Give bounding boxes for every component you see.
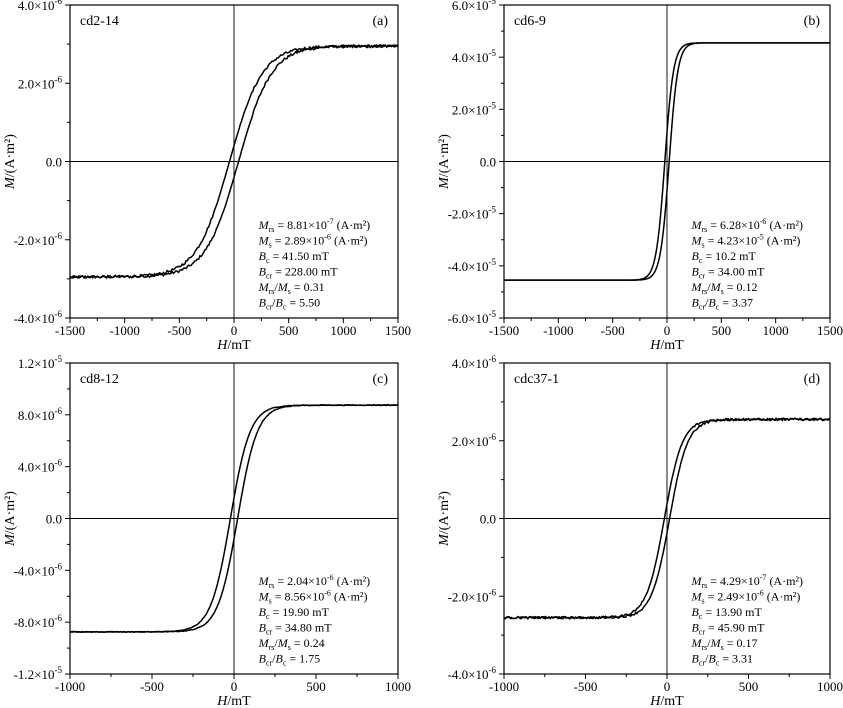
parameter-annotation: Bcr/Bc = 5.50: [259, 296, 321, 312]
panel-label: (d): [804, 372, 821, 387]
loop-branch-lower: [504, 417, 830, 620]
y-tick-label: -8.0×10-6: [14, 613, 63, 630]
sample-name: cd6-9: [514, 14, 546, 29]
panel-label: (a): [372, 14, 388, 29]
parameter-annotation: Bcr/Bc = 1.75: [259, 652, 321, 668]
x-tick-label: 1000: [763, 323, 789, 338]
y-tick-label: -2.0×10-6: [14, 231, 63, 248]
parameter-annotation: Bc = 41.50 mT: [259, 249, 330, 265]
parameter-annotation: Bc = 10.2 mT: [691, 249, 756, 265]
y-tick-label: -4.0×10-6: [448, 665, 497, 682]
x-tick-label: 500: [279, 323, 299, 338]
x-tick-label: 0: [231, 323, 238, 338]
parameter-annotation: Mrs/Ms = 0.31: [258, 280, 325, 296]
parameter-annotation: Ms = 2.89×10-6 (A·m²): [258, 233, 368, 250]
x-tick-label: 0: [231, 679, 238, 694]
x-tick-label: 500: [712, 323, 732, 338]
parameter-annotation: Mrs = 8.81×10-7 (A·m²): [258, 217, 371, 234]
x-tick-label: 500: [739, 679, 759, 694]
y-tick-label: 0.0: [46, 155, 62, 170]
y-tick-label: 0.0: [480, 155, 496, 170]
y-tick-label: -2.0×10-6: [448, 587, 497, 604]
y-tick-label: -4.0×10-6: [14, 309, 63, 326]
loop-branch-upper: [504, 417, 830, 620]
x-axis-label: H/mT: [216, 694, 251, 708]
y-tick-label: -4.0×10-5: [448, 257, 497, 274]
parameter-annotation: Mrs = 6.28×10-6 (A·m²): [690, 217, 803, 234]
y-tick-label: 6.0×10-5: [452, 0, 497, 13]
x-tick-label: 1000: [817, 679, 843, 694]
y-tick-label: 2.0×10-6: [18, 74, 63, 91]
parameter-annotation: Ms = 2.49×10-6 (A·m²): [690, 589, 800, 606]
sample-name: cd2-14: [80, 14, 119, 29]
y-tick-label: 4.0×10-6: [18, 458, 63, 475]
y-tick-label: 2.0×10-5: [452, 100, 497, 117]
parameter-annotation: Bcr = 228.00 mT: [259, 265, 339, 281]
parameter-annotation: Bcr = 34.80 mT: [259, 621, 333, 637]
y-tick-label: -4.0×10-6: [14, 561, 63, 578]
y-axis-label: M/(A·m²): [3, 491, 18, 547]
x-tick-label: -500: [574, 679, 598, 694]
y-tick-label: 4.0×10-5: [452, 48, 497, 65]
hysteresis-panel-4: -1000 -500 0 500 1000 -4.0×10-6 -2.0×10-6 0.0 2.…: [437, 354, 843, 708]
parameter-annotation: Ms = 4.23×10-5 (A·m²): [690, 233, 800, 250]
x-tick-label: -1000: [55, 679, 85, 694]
y-tick-label: 4.0×10-6: [18, 0, 63, 13]
parameter-annotation: Bcr = 45.90 mT: [691, 621, 765, 637]
x-tick-label: -500: [601, 323, 625, 338]
x-tick-label: -1000: [109, 323, 139, 338]
x-tick-label: -1000: [543, 323, 573, 338]
sample-name: cdc37-1: [514, 372, 559, 387]
x-tick-label: -500: [140, 679, 164, 694]
y-tick-label: -2.0×10-5: [448, 205, 497, 222]
x-axis-label: H/mT: [649, 338, 684, 353]
parameter-annotation: Mrs/Ms = 0.24: [258, 636, 325, 652]
sample-name: cd8-12: [80, 372, 119, 387]
parameter-annotation: Bc = 13.90 mT: [691, 605, 762, 621]
loop-branch-lower: [70, 43, 398, 280]
x-tick-label: 0: [664, 679, 671, 694]
parameter-annotation: Bcr/Bc = 3.31: [691, 652, 753, 668]
y-tick-label: 2.0×10-6: [452, 432, 497, 449]
loop-branch-lower: [504, 42, 830, 281]
parameter-annotation: Mrs = 2.04×10-6 (A·m²): [258, 573, 371, 590]
y-tick-label: 0.0: [46, 512, 62, 527]
hysteresis-panel-3: -1000 -500 0 500 1000 -1.2×10-5 -8.0×10-6 -4.0×…: [3, 354, 411, 708]
x-axis-label: H/mT: [649, 694, 684, 708]
parameter-annotation: Bc = 19.90 mT: [259, 605, 330, 621]
panel-label: (c): [372, 372, 388, 387]
y-axis-label: M/(A·m²): [437, 491, 452, 547]
parameter-annotation: Mrs/Ms = 0.12: [690, 280, 757, 296]
y-axis-label: M/(A·m²): [3, 134, 18, 190]
y-tick-label: -1.2×10-5: [14, 665, 63, 682]
x-tick-label: 1500: [385, 323, 411, 338]
x-tick-label: 1500: [817, 323, 843, 338]
y-tick-label: 8.0×10-6: [18, 406, 63, 423]
y-tick-label: 0.0: [480, 512, 496, 527]
parameter-annotation: Ms = 8.56×10-6 (A·m²): [258, 589, 368, 606]
x-tick-label: 0: [664, 323, 671, 338]
parameter-annotation: Bcr = 34.00 mT: [691, 265, 765, 281]
hysteresis-panel-2: -1500 -1000 -500 0 500 1000 1500 -6.0×10-5 -4.0×…: [437, 0, 843, 353]
x-tick-label: 500: [306, 679, 326, 694]
x-axis-label: H/mT: [216, 338, 251, 353]
y-tick-label: 4.0×10-6: [452, 354, 497, 371]
y-axis-label: M/(A·m²): [437, 134, 452, 190]
loop-branch-lower: [70, 404, 398, 633]
x-tick-label: -500: [167, 323, 191, 338]
x-tick-label: -1500: [55, 323, 85, 338]
parameter-annotation: Mrs = 4.29×10-7 (A·m²): [690, 573, 803, 590]
x-tick-label: 1000: [385, 679, 411, 694]
x-tick-label: -1000: [489, 679, 519, 694]
y-tick-label: 1.2×10-5: [18, 354, 63, 371]
parameter-annotation: Mrs/Ms = 0.17: [690, 636, 757, 652]
x-tick-label: 1000: [330, 323, 356, 338]
parameter-annotation: Bcr/Bc = 3.37: [691, 296, 753, 312]
y-tick-label: -6.0×10-5: [448, 309, 497, 326]
x-tick-label: -1500: [489, 323, 519, 338]
panel-label: (b): [804, 14, 821, 29]
hysteresis-panel-1: -1500 -1000 -500 0 500 1000 1500 -4.0×10-6 -2.0×…: [3, 0, 411, 353]
